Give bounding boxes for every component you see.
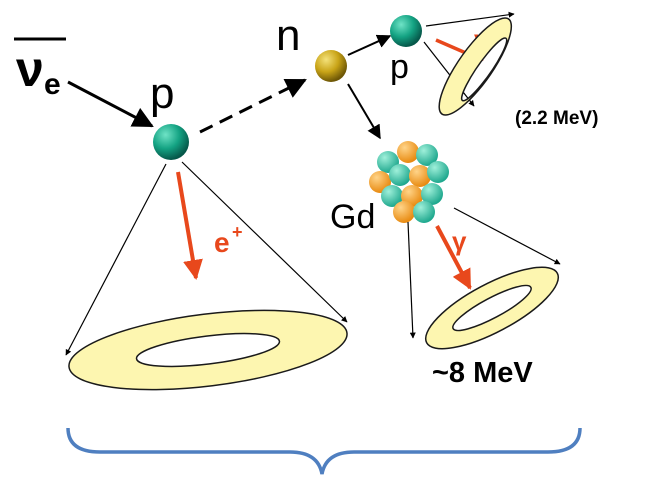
neutron-path-arrow (199, 78, 307, 134)
gd-capture-energy: ~8 MeV (432, 357, 533, 389)
positron-ring (68, 309, 348, 391)
gd-gamma-arrow (435, 225, 472, 290)
grouping-brace (66, 427, 582, 475)
proton-sphere (153, 124, 189, 160)
gd-label: Gd (330, 198, 375, 236)
h-capture-energy: (2.2 MeV) (515, 108, 598, 129)
gd-capture-ring (424, 266, 560, 350)
gd-gamma-cone-line-left (407, 221, 416, 339)
proton2-sphere (390, 15, 422, 47)
neutron-to-gd-arrow (347, 83, 381, 140)
neutron-to-proton-arrow (347, 34, 392, 56)
neutron-label: n (276, 11, 300, 60)
h-gamma-cone-line-bottom (423, 41, 475, 107)
h-capture-ring (438, 17, 513, 116)
proton2-label: p (390, 48, 409, 86)
gd-nucleus (369, 141, 449, 223)
positron-arrow (176, 171, 203, 280)
antineutrino-label: ν (16, 41, 44, 97)
positron-superscript: + (232, 222, 243, 242)
gamma2-label: γ (452, 226, 467, 256)
positron-cone-line-right (181, 161, 348, 323)
h-gamma-cone-line-top (425, 11, 515, 27)
positron-label: e (214, 227, 230, 258)
neutron-sphere (315, 50, 347, 82)
proton-label: p (150, 69, 174, 118)
antineutrino-arrow (67, 80, 154, 128)
antineutrino-subscript: e (44, 68, 61, 101)
positron-cone-line-left (65, 163, 167, 356)
gd-gamma-cone-line-right (453, 207, 561, 265)
